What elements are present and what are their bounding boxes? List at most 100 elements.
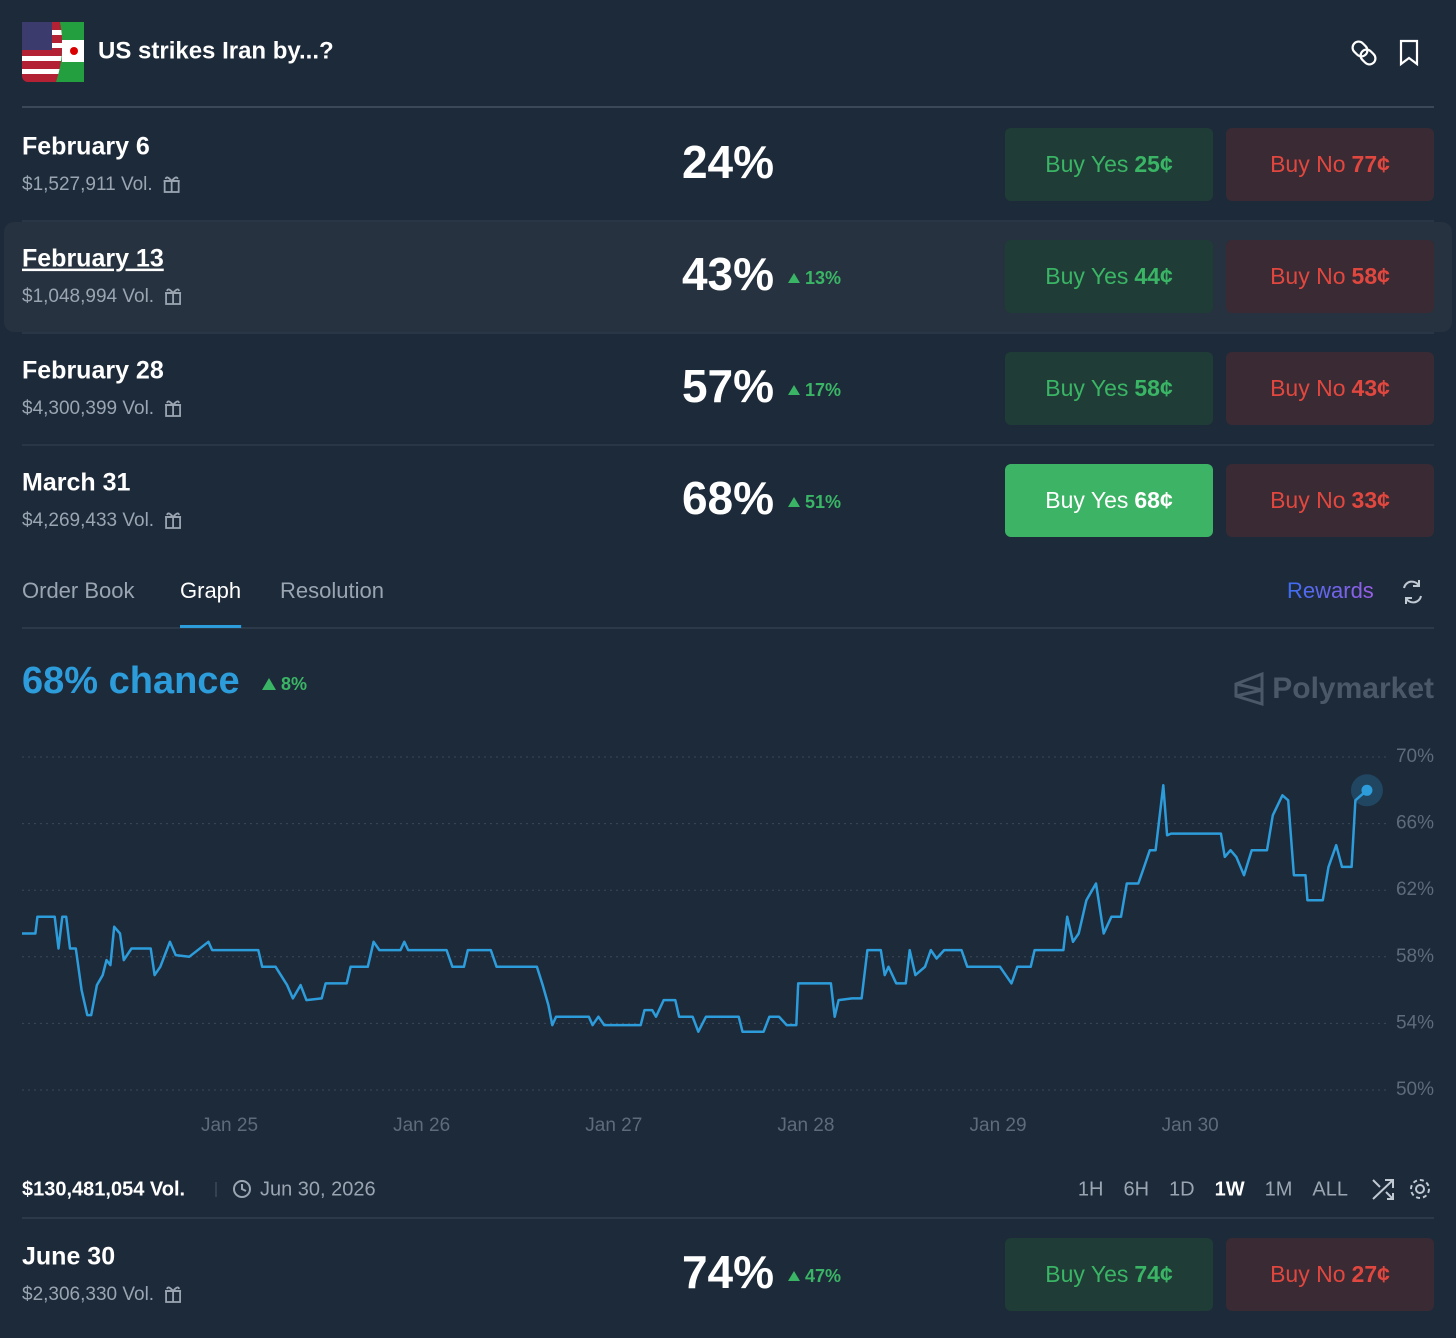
y-tick-label: 50% — [1396, 1079, 1434, 1100]
buy-yes-text: Buy Yes — [1045, 263, 1128, 289]
rewards-link[interactable]: Rewards — [1287, 578, 1374, 603]
market-name[interactable]: February 6 — [22, 133, 150, 161]
x-tick-label: Jan 26 — [393, 1115, 450, 1136]
range-button[interactable]: 1H — [1078, 1178, 1104, 1200]
market-chance: 24% — [682, 136, 774, 188]
gift-ribbon — [165, 512, 182, 528]
settings-icon[interactable] — [1410, 1179, 1430, 1199]
buy-no-text: Buy No — [1270, 1261, 1345, 1287]
buy-yes-price: 68¢ — [1134, 487, 1173, 513]
range-button[interactable]: 1M — [1265, 1178, 1293, 1200]
buy-no-price: 58¢ — [1352, 263, 1391, 289]
link-icon[interactable] — [1350, 39, 1378, 67]
gift-ribbon — [165, 1286, 182, 1302]
market-volume: $1,048,994 Vol. — [22, 286, 154, 307]
buy-no-price: 33¢ — [1352, 487, 1391, 513]
y-tick-label: 62% — [1396, 879, 1434, 900]
market-volume: $2,306,330 Vol. — [22, 1284, 154, 1305]
tab[interactable]: Order Book — [22, 578, 135, 603]
buy-yes-label[interactable]: Buy Yes 74¢ — [1045, 1261, 1173, 1287]
market-name[interactable]: March 31 — [22, 469, 130, 497]
buy-yes-label[interactable]: Buy Yes 58¢ — [1045, 375, 1173, 401]
buy-no-button[interactable] — [1226, 352, 1434, 425]
market-volume: $4,269,433 Vol. — [22, 510, 154, 531]
buy-yes-text: Buy Yes — [1045, 151, 1128, 177]
buy-no-button[interactable] — [1226, 128, 1434, 201]
buy-no-button[interactable] — [1226, 240, 1434, 313]
buy-no-label[interactable]: Buy No 33¢ — [1270, 487, 1390, 513]
x-tick-label: Jan 30 — [1162, 1115, 1219, 1136]
buy-yes-text: Buy Yes — [1045, 375, 1128, 401]
x-tick-label: Jan 25 — [201, 1115, 258, 1136]
gift-ribbon — [163, 176, 180, 192]
x-tick-label: Jan 29 — [970, 1115, 1027, 1136]
buy-yes-text: Buy Yes — [1045, 487, 1128, 513]
up-arrow — [788, 273, 800, 283]
buy-no-text: Buy No — [1270, 487, 1345, 513]
gift-icon — [165, 400, 182, 417]
buy-yes-price: 58¢ — [1134, 375, 1173, 401]
market-volume: $4,300,399 Vol. — [22, 398, 154, 419]
chart-title: 68% chance — [22, 660, 240, 702]
gift-ribbon — [165, 288, 182, 304]
market-change: 51% — [805, 492, 841, 512]
up-arrow — [788, 497, 800, 507]
y-tick-label: 58% — [1396, 946, 1434, 967]
tab-underline — [180, 625, 242, 628]
market-chance: 43% — [682, 248, 774, 300]
buy-no-text: Buy No — [1270, 263, 1345, 289]
buy-no-text: Buy No — [1270, 151, 1345, 177]
buy-yes-button[interactable] — [1005, 240, 1213, 313]
tab[interactable]: Graph — [180, 578, 241, 603]
range-button[interactable]: 1D — [1169, 1178, 1195, 1200]
compare-icon[interactable] — [1372, 1179, 1394, 1200]
market-chance: 57% — [682, 360, 774, 412]
market-name[interactable]: June 30 — [22, 1243, 115, 1271]
tab[interactable]: Resolution — [280, 578, 384, 603]
buy-no-label[interactable]: Buy No 43¢ — [1270, 375, 1390, 401]
buy-yes-label[interactable]: Buy Yes 44¢ — [1045, 263, 1173, 289]
y-tick-label: 66% — [1396, 813, 1434, 834]
watermark: Polymarket — [1272, 672, 1434, 705]
buy-yes-button[interactable] — [1005, 464, 1213, 537]
gift-icon — [165, 1286, 182, 1303]
up-arrow — [788, 385, 800, 395]
y-tick-label: 54% — [1396, 1012, 1434, 1033]
range-button[interactable]: 6H — [1123, 1178, 1149, 1200]
market-name[interactable]: February 13 — [22, 245, 164, 273]
buy-yes-price: 25¢ — [1134, 151, 1173, 177]
market-change: 17% — [805, 380, 841, 400]
gift-ribbon — [165, 400, 182, 416]
market-change: 13% — [805, 268, 841, 288]
clock-icon — [233, 1180, 251, 1198]
buy-yes-button[interactable] — [1005, 1238, 1213, 1311]
market-chance: 68% — [682, 472, 774, 524]
buy-yes-label[interactable]: Buy Yes 25¢ — [1045, 151, 1173, 177]
buy-no-text: Buy No — [1270, 375, 1345, 401]
price-line — [22, 784, 1368, 1033]
market-chance: 74% — [682, 1246, 774, 1298]
market-name[interactable]: February 28 — [22, 357, 164, 385]
range-button[interactable]: ALL — [1312, 1178, 1348, 1200]
bookmark-icon[interactable] — [1399, 39, 1419, 67]
buy-no-price: 27¢ — [1352, 1261, 1391, 1287]
buy-yes-price: 74¢ — [1134, 1261, 1173, 1287]
range-button[interactable]: 1W — [1215, 1178, 1245, 1200]
page-title: US strikes Iran by...? — [98, 37, 334, 64]
refresh-icon[interactable] — [1403, 580, 1422, 604]
buy-no-button[interactable] — [1226, 1238, 1434, 1311]
buy-no-label[interactable]: Buy No 77¢ — [1270, 151, 1390, 177]
gift-icon — [163, 176, 180, 193]
market-volume: $1,527,911 Vol. — [22, 174, 153, 195]
buy-no-price: 77¢ — [1352, 151, 1391, 177]
buy-no-button[interactable] — [1226, 464, 1434, 537]
buy-yes-label[interactable]: Buy Yes 68¢ — [1045, 487, 1173, 513]
buy-no-label[interactable]: Buy No 27¢ — [1270, 1261, 1390, 1287]
x-tick-label: Jan 28 — [777, 1115, 834, 1136]
buy-yes-button[interactable] — [1005, 352, 1213, 425]
buy-no-label[interactable]: Buy No 58¢ — [1270, 263, 1390, 289]
buy-yes-button[interactable] — [1005, 128, 1213, 201]
up-arrow — [788, 1271, 800, 1281]
